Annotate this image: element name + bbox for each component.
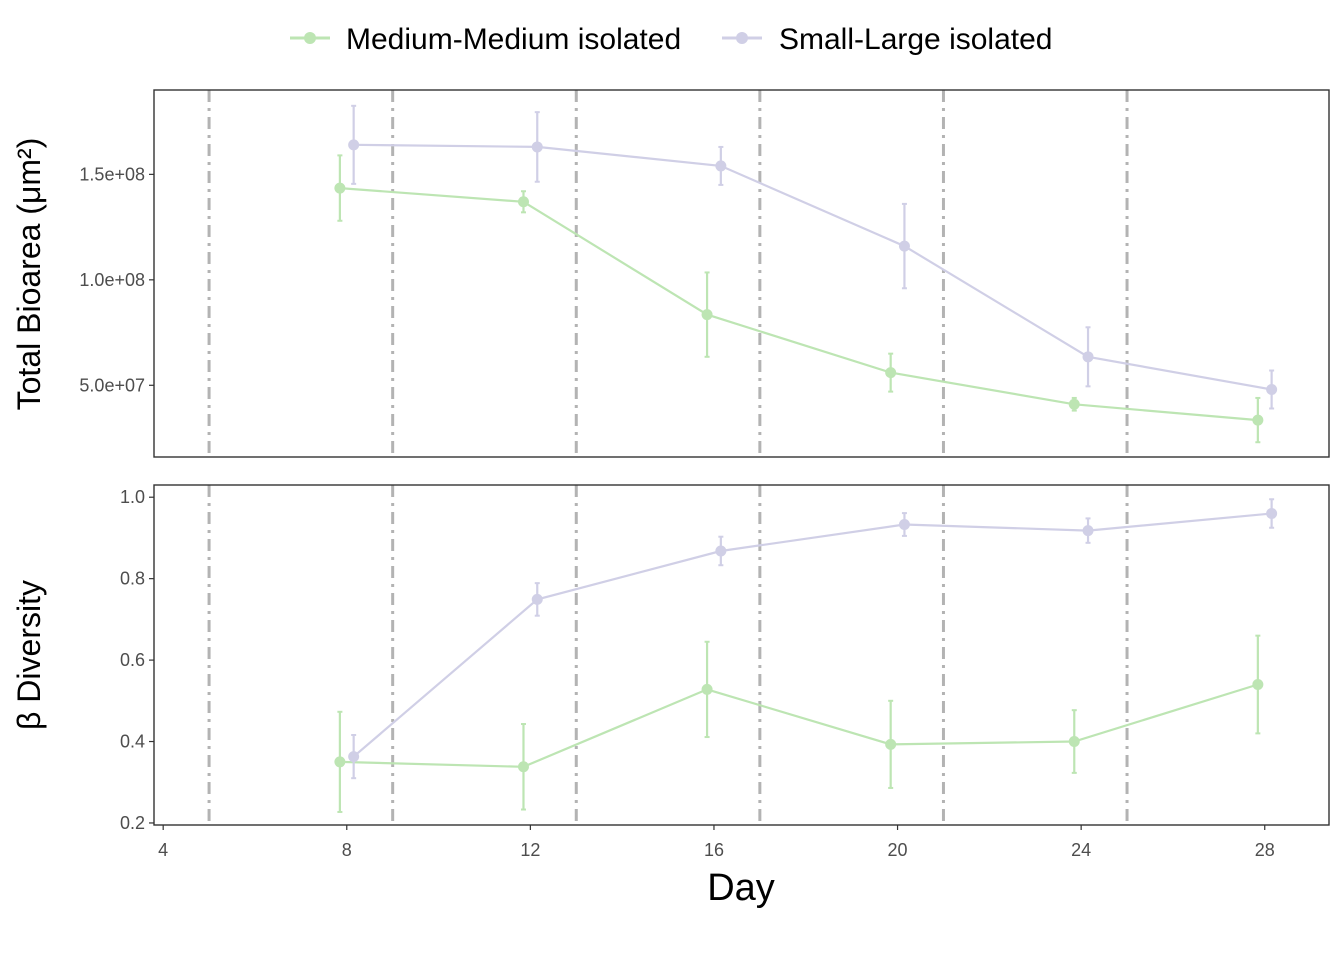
data-point [1068,398,1080,410]
x-axis-title: Day [707,867,775,909]
data-point [701,309,713,321]
y-tick-label: 5.0e+07 [79,375,145,395]
panel-background [154,485,1329,825]
panel-background [154,90,1329,457]
series-line [339,187,1258,422]
series-line [339,683,1259,768]
data-point [1266,508,1278,520]
data-point [1082,525,1094,537]
legend-item-small-large: Small-Large isolated [722,23,1052,56]
data-point [898,240,910,252]
data-point [715,545,727,557]
y-axis-title-top: Total Bioarea (μm²) [11,138,47,411]
data-point [517,761,529,773]
data-point [1252,414,1264,426]
data-point [1266,384,1278,396]
legend: Medium-Medium isolated Small-Large isola… [290,23,1052,56]
y-tick-label: 0.2 [120,813,145,833]
data-point [334,182,346,194]
y-axis-title-bottom: β Diversity [11,580,47,730]
data-point [715,160,727,172]
y-tick-label: 1.5e+08 [79,164,145,184]
y-tick-label: 1.0e+08 [79,270,145,290]
legend-swatch-point [736,32,748,44]
series-medium-medium [334,634,1264,813]
data-point [531,593,543,605]
legend-item-medium-medium: Medium-Medium isolated [290,23,681,56]
x-tick-label: 8 [342,840,352,860]
data-point [531,141,543,153]
legend-label-small-large: Small-Large isolated [779,23,1052,56]
series-small-large [348,104,1278,410]
legend-swatch-point [304,32,316,44]
series-medium-medium [334,154,1264,444]
data-point [898,518,910,530]
series-line [352,512,1272,758]
data-point [1068,736,1080,748]
x-tick-label: 16 [704,840,724,860]
y-tick-label: 0.6 [120,650,145,670]
x-tick-label: 12 [520,840,540,860]
y-tick-label: 0.8 [120,569,145,589]
data-point [1082,351,1094,363]
panel-border [153,484,1330,826]
x-tick-label: 24 [1071,840,1091,860]
data-point [701,683,713,695]
data-point [885,367,897,379]
series-small-large [348,498,1278,780]
data-point [334,756,346,768]
x-tick-label: 4 [158,840,168,860]
data-point [348,751,360,763]
data-point [348,139,360,151]
x-tick-label: 28 [1255,840,1275,860]
x-tick-label: 20 [888,840,908,860]
y-tick-label: 1.0 [120,487,145,507]
series-line [353,143,1272,391]
data-point [1252,679,1264,691]
data-point [517,196,529,208]
panel-border [153,89,1330,458]
y-tick-label: 0.4 [120,732,145,752]
panel-top: 5.0e+07 1.0e+08 1.5e+08 [79,89,1330,458]
data-point [885,738,897,750]
legend-label-medium-medium: Medium-Medium isolated [346,23,681,56]
panel-bottom: 0.2 0.4 0.6 0.8 1.0 4 8 12 16 20 24 28 [120,484,1330,860]
